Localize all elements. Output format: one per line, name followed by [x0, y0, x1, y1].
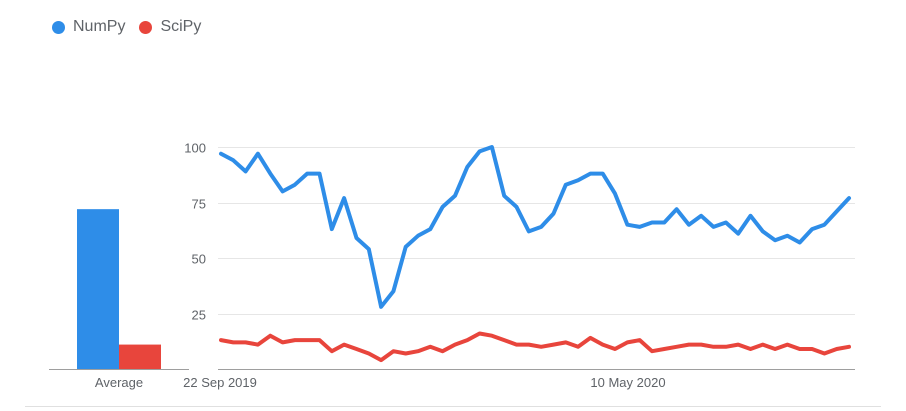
average-bar-numpy [77, 209, 119, 369]
average-label: Average [95, 375, 143, 390]
x-tick-label-1: 22 Sep 2019 [183, 375, 257, 390]
series-line-numpy [219, 145, 851, 309]
y-tick-label-25: 25 [192, 308, 206, 323]
series-line-scipy [219, 331, 851, 363]
bottom-divider [25, 406, 881, 407]
y-tick-label-50: 50 [192, 252, 206, 267]
scipy-legend-label: SciPy [160, 18, 202, 35]
average-bar-scipy [119, 344, 161, 369]
legend-item-numpy[interactable]: NumPy [52, 18, 125, 36]
scipy-legend-dot [139, 20, 153, 34]
x-tick-label-2: 10 May 2020 [590, 375, 665, 390]
numpy-legend-dot [52, 20, 65, 34]
numpy-legend-label: NumPy [73, 18, 126, 35]
y-tick-label-100: 100 [184, 141, 206, 156]
legend-item-scipy[interactable]: SciPy [139, 18, 201, 36]
y-tick-label-75: 75 [192, 197, 206, 212]
legend: NumPy SciPy [52, 18, 201, 36]
